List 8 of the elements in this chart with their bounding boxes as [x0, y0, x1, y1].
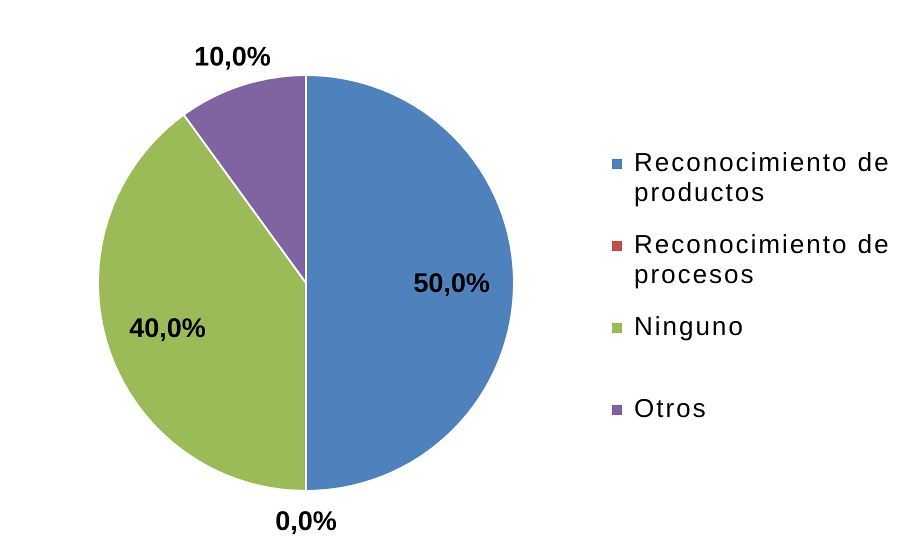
legend-label: Reconocimiento de procesos	[634, 229, 892, 289]
data-label: 50,0%	[413, 268, 490, 298]
data-label: 40,0%	[129, 312, 206, 343]
text: 0,0%	[275, 506, 337, 536]
data-label: 10,0%	[194, 42, 271, 72]
legend-label: Otros	[634, 393, 709, 423]
legend-label: Reconocimiento de productos	[634, 147, 892, 207]
legend-label: Ninguno	[634, 311, 746, 341]
